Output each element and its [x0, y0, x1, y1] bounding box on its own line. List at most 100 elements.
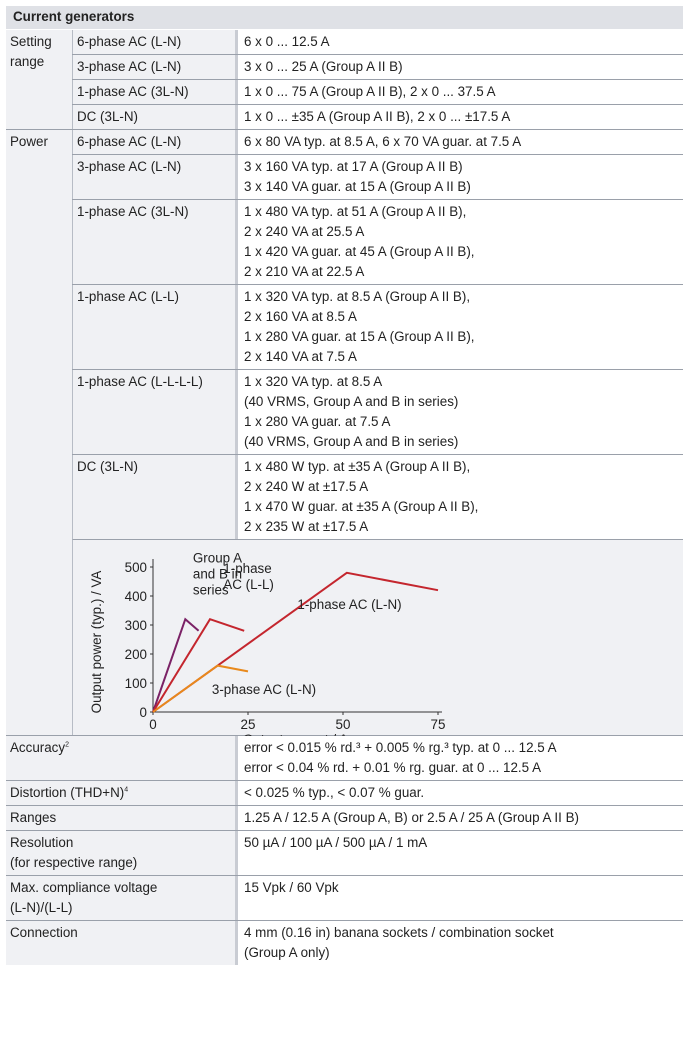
series-label: 1-phase: [223, 561, 271, 576]
power-value-line: 2 x 240 W at ±17.5 A: [244, 479, 369, 494]
x-tick-label: 50: [336, 717, 351, 732]
power-group: Power 6-phase AC (L-N) 6 x 80 VA typ. at…: [6, 129, 683, 747]
setting-mode: 1-phase AC (3L-N): [77, 84, 189, 99]
setting-range-group: Setting range 6-phase AC (L-N) 6 x 0 ...…: [6, 30, 683, 129]
power-value-line: 1 x 470 W guar. at ±35 A (Group A II B),: [244, 499, 479, 514]
power-value-line: 1 x 280 VA guar. at 15 A (Group A II B),: [244, 329, 475, 344]
setting-value: 1 x 0 ... ±35 A (Group A II B), 2 x 0 ..…: [244, 109, 511, 124]
setting-label-line-2: range: [10, 54, 45, 69]
x-tick-label: 0: [149, 717, 156, 732]
power-rows: 6-phase AC (L-N) 6 x 80 VA typ. at 8.5 A…: [72, 130, 683, 747]
power-value-line: 2 x 210 VA at 22.5 A: [244, 264, 365, 279]
spec-row-ranges: Ranges 1.25 A / 12.5 A (Group A, B) or 2…: [6, 805, 683, 830]
spec-value-line: 4 mm (0.16 in) banana sockets / combinat…: [244, 925, 554, 940]
y-tick-label: 200: [125, 647, 147, 662]
x-tick-label: 75: [431, 717, 446, 732]
power-label-cell: Power: [6, 130, 72, 735]
series-label: and B in: [193, 567, 242, 582]
spec-row-accuracy: Accuracy2 error < 0.015 % rd.³ + 0.005 %…: [6, 735, 683, 780]
series-label: AC (L-L): [223, 577, 274, 592]
spec-label: Accuracy2: [10, 740, 69, 755]
spec-value-line: < 0.025 % typ., < 0.07 % guar.: [244, 785, 425, 800]
section-title: Current generators: [6, 6, 683, 30]
power-mode: 1-phase AC (L-L): [77, 289, 179, 304]
power-value-line: (40 VRMS, Group A and B in series): [244, 434, 459, 449]
setting-range-label: Setting range: [6, 30, 72, 129]
x-tick-label: 25: [241, 717, 256, 732]
y-tick-label: 300: [125, 618, 147, 633]
y-tick-label: 500: [125, 560, 147, 575]
spec-row-distortion: Distortion (THD+N)4 < 0.025 % typ., < 0.…: [6, 780, 683, 805]
footnote-ref: 4: [124, 786, 129, 794]
setting-mode: 3-phase AC (L-N): [77, 59, 182, 74]
power-value-line: 1 x 280 VA guar. at 7.5 A: [244, 414, 391, 429]
series-line: [152, 617, 200, 713]
spec-value-line: error < 0.015 % rd.³ + 0.005 % rg.³ typ.…: [244, 740, 557, 755]
power-value-line: 1 x 320 VA typ. at 8.5 A: [244, 374, 383, 389]
power-value-line: 3 x 140 VA guar. at 15 A (Group A II B): [244, 179, 471, 194]
power-row: 3-phase AC (L-N) 3 x 160 VA typ. at 17 A…: [72, 154, 683, 199]
power-value-line: 1 x 480 W typ. at ±35 A (Group A II B),: [244, 459, 471, 474]
power-value-line: 2 x 235 W at ±17.5 A: [244, 519, 369, 534]
setting-mode: DC (3L-N): [77, 109, 139, 124]
setting-value: 6 x 0 ... 12.5 A: [244, 34, 330, 49]
power-row: 1-phase AC (L-L) 1 x 320 VA typ. at 8.5 …: [72, 284, 683, 369]
power-value-line: 2 x 160 VA at 8.5 A: [244, 309, 357, 324]
series-line: [152, 664, 249, 713]
power-value-line: 1 x 480 VA typ. at 51 A (Group A II B),: [244, 204, 467, 219]
power-value-line: 2 x 140 VA at 7.5 A: [244, 349, 357, 364]
setting-mode: 6-phase AC (L-N): [77, 34, 182, 49]
spec-label-extra: (L-N)/(L-L): [10, 900, 73, 915]
series-label: 1-phase AC (L-N): [297, 597, 401, 612]
power-mode: 1-phase AC (3L-N): [77, 204, 189, 219]
power-value-line: 1 x 420 VA guar. at 45 A (Group A II B),: [244, 244, 475, 259]
spec-value-line: 1.25 A / 12.5 A (Group A, B) or 2.5 A / …: [244, 810, 579, 825]
power-value-line: 6 x 80 VA typ. at 8.5 A, 6 x 70 VA guar.…: [244, 134, 522, 149]
power-row: DC (3L-N) 1 x 480 W typ. at ±35 A (Group…: [72, 454, 683, 539]
y-tick-label: 0: [140, 705, 147, 720]
spec-label: Distortion (THD+N)4: [10, 785, 129, 800]
setting-row: 1-phase AC (3L-N) 1 x 0 ... 75 A (Group …: [72, 79, 683, 104]
y-axis-label: Output power (typ.) / VA: [89, 571, 104, 714]
power-mode: 3-phase AC (L-N): [77, 159, 182, 174]
spec-value-line: (Group A only): [244, 945, 330, 960]
power-mode: 6-phase AC (L-N): [77, 134, 182, 149]
y-tick-label: 100: [125, 676, 147, 691]
setting-row: 6-phase AC (L-N) 6 x 0 ... 12.5 A: [72, 30, 683, 54]
power-value-line: 3 x 160 VA typ. at 17 A (Group A II B): [244, 159, 463, 174]
setting-range-rows: 6-phase AC (L-N) 6 x 0 ... 12.5 A 3-phas…: [72, 30, 683, 129]
spec-label: Connection: [10, 925, 78, 940]
power-row: 1-phase AC (3L-N) 1 x 480 VA typ. at 51 …: [72, 199, 683, 284]
power-value-line: 2 x 240 VA at 25.5 A: [244, 224, 365, 239]
spec-row-resolution: Resolution (for respective range) 50 µA …: [6, 830, 683, 875]
power-label: Power: [10, 134, 48, 149]
setting-row: 3-phase AC (L-N) 3 x 0 ... 25 A (Group A…: [72, 54, 683, 79]
series-label: 3-phase AC (L-N): [212, 682, 316, 697]
power-row: 6-phase AC (L-N) 6 x 80 VA typ. at 8.5 A…: [72, 130, 683, 154]
series-label: series: [193, 583, 229, 598]
spec-value-line: 50 µA / 100 µA / 500 µA / 1 mA: [244, 835, 428, 850]
spec-label: Ranges: [10, 810, 57, 825]
setting-label-line-1: Setting: [10, 34, 52, 49]
power-value-line: (40 VRMS, Group A and B in series): [244, 394, 459, 409]
footnote-ref: 2: [65, 741, 69, 749]
spec-value-line: 15 Vpk / 60 Vpk: [244, 880, 339, 895]
setting-row: DC (3L-N) 1 x 0 ... ±35 A (Group A II B)…: [72, 104, 683, 129]
power-value-line: 1 x 320 VA typ. at 8.5 A (Group A II B),: [244, 289, 471, 304]
spec-table: Current generators Setting range 6-phase…: [6, 6, 683, 965]
setting-value: 1 x 0 ... 75 A (Group A II B), 2 x 0 ...…: [244, 84, 496, 99]
y-tick-label: 400: [125, 589, 147, 604]
series-label: Group A: [193, 551, 242, 566]
spec-label: Max. compliance voltage: [10, 880, 158, 895]
spec-row-connection: Connection 4 mm (0.16 in) banana sockets…: [6, 920, 683, 965]
setting-value: 3 x 0 ... 25 A (Group A II B): [244, 59, 403, 74]
power-mode: 1-phase AC (L-L-L-L): [77, 374, 203, 389]
spec-label: Resolution: [10, 835, 74, 850]
series-line: [152, 617, 245, 713]
spec-value-line: error < 0.04 % rd. + 0.01 % rg. guar. at…: [244, 760, 541, 775]
spec-label-extra: (for respective range): [10, 855, 138, 870]
power-mode: DC (3L-N): [77, 459, 139, 474]
spec-row-compliance: Max. compliance voltage (L-N)/(L-L) 15 V…: [6, 875, 683, 920]
